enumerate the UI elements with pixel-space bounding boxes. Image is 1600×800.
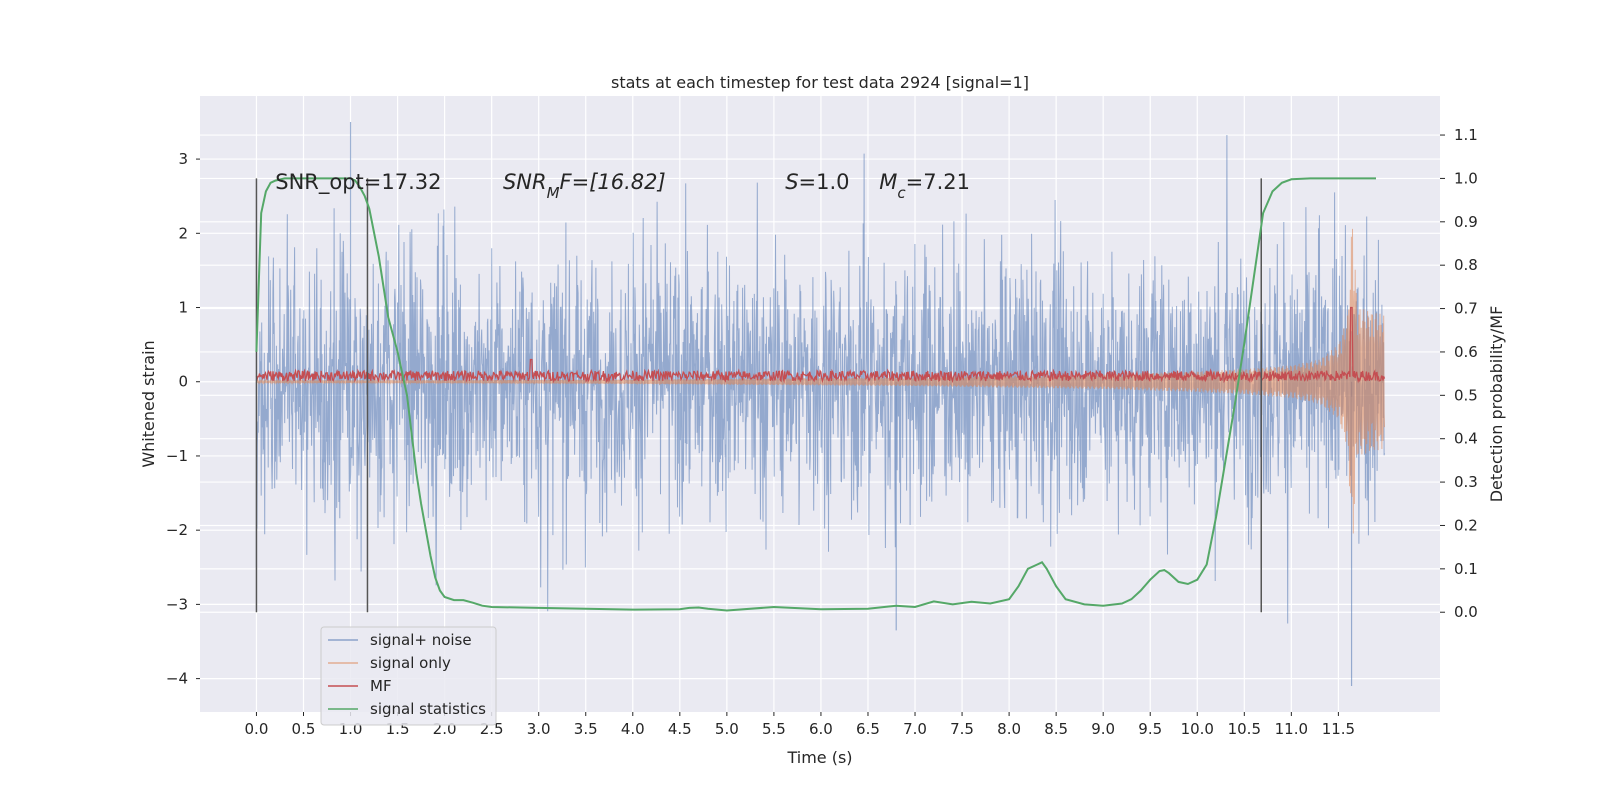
x-tick-label-9: 4.5 bbox=[668, 720, 692, 738]
chart-title: stats at each timestep for test data 292… bbox=[611, 73, 1029, 92]
annotation-snr-opt: SNR_opt=17.32 bbox=[275, 170, 441, 195]
y-tick-label-1: −3 bbox=[166, 595, 188, 613]
x-tick-label-11: 5.5 bbox=[762, 720, 786, 738]
annotation-mc: Mc=7.21 bbox=[879, 170, 970, 202]
y-tick-label-3: −1 bbox=[166, 447, 188, 465]
mf-series bbox=[255, 306, 1386, 384]
x-tick-label-8: 4.0 bbox=[621, 720, 645, 738]
annotations: SNR_opt=17.32 SNRMF=[16.82] S=1.0 Mc=7.2… bbox=[275, 170, 970, 202]
x-tick-label-13: 6.5 bbox=[856, 720, 880, 738]
x-tick-label-19: 9.5 bbox=[1138, 720, 1162, 738]
annotation-snr-mf: SNRMF=[16.82] bbox=[503, 170, 666, 202]
x-tick-label-23: 11.5 bbox=[1322, 720, 1355, 738]
y2-tick-label-11: 1.1 bbox=[1454, 126, 1478, 144]
x-tick-label-16: 8.0 bbox=[997, 720, 1021, 738]
x-tick-label-0: 0.0 bbox=[245, 720, 269, 738]
legend-box bbox=[320, 626, 497, 726]
y2-axis-label: Detection probability/MF bbox=[1487, 306, 1506, 503]
x-tick-label-17: 8.5 bbox=[1044, 720, 1068, 738]
y2-tick-label-6: 0.6 bbox=[1454, 343, 1478, 361]
x-tick-label-14: 7.0 bbox=[903, 720, 927, 738]
annotation-s: S=1.0 bbox=[785, 170, 849, 194]
y2-tick-label-4: 0.4 bbox=[1454, 430, 1478, 448]
y2-tick-label-8: 0.8 bbox=[1454, 256, 1478, 274]
legend-label-signal-noise: signal+ noise bbox=[370, 631, 472, 649]
y2-tick-label-1: 0.1 bbox=[1454, 560, 1478, 578]
y2-axis-ticks: 0.0 0.1 0.2 0.3 0.4 0.5 0.6 0.7 0.8 0.9 1.0 1.1 bbox=[1440, 126, 1478, 621]
y2-tick-label-10: 1.0 bbox=[1454, 169, 1478, 187]
y-tick-label-0: −4 bbox=[166, 670, 188, 688]
x-tick-label-21: 10.5 bbox=[1228, 720, 1261, 738]
x-axis-ticks: 0.0 0.5 1.0 1.5 2.0 2.5 3.0 3.5 4.0 4.5 5.0 5.5 6.0 6… bbox=[245, 712, 1355, 738]
y-tick-label-2: −2 bbox=[166, 521, 188, 539]
y2-tick-label-0: 0.0 bbox=[1454, 603, 1478, 621]
legend: signal+ noise signal only MF signal stat… bbox=[320, 626, 497, 726]
signal-statistics-line bbox=[255, 177, 1376, 612]
y-axis-label: Whitened strain bbox=[139, 340, 158, 467]
y-axis-ticks: −4 −3 −2 −1 0 1 2 3 bbox=[166, 150, 200, 688]
x-tick-label-15: 7.5 bbox=[950, 720, 974, 738]
legend-label-mf: MF bbox=[370, 677, 392, 695]
x-tick-label-7: 3.5 bbox=[574, 720, 598, 738]
x-axis-label: Time (s) bbox=[786, 748, 852, 767]
y2-tick-label-9: 0.9 bbox=[1454, 213, 1478, 231]
y-tick-label-5: 1 bbox=[178, 299, 188, 317]
x-tick-label-1: 0.5 bbox=[292, 720, 316, 738]
y-tick-label-4: 0 bbox=[178, 373, 188, 391]
signal-statistics-series bbox=[255, 177, 1376, 612]
y2-tick-label-5: 0.5 bbox=[1454, 386, 1478, 404]
x-tick-label-6: 3.0 bbox=[527, 720, 551, 738]
vertical-markers bbox=[255, 178, 1262, 613]
mf-line bbox=[255, 306, 1386, 384]
y-tick-label-7: 3 bbox=[178, 150, 188, 168]
y2-tick-label-2: 0.2 bbox=[1454, 516, 1478, 534]
x-tick-label-20: 10.0 bbox=[1181, 720, 1214, 738]
legend-label-signal-only: signal only bbox=[370, 654, 451, 672]
legend-label-signal-statistics: signal statistics bbox=[370, 700, 486, 718]
x-tick-label-12: 6.0 bbox=[809, 720, 833, 738]
x-tick-label-18: 9.0 bbox=[1091, 720, 1115, 738]
x-tick-label-10: 5.0 bbox=[715, 720, 739, 738]
x-tick-label-22: 11.0 bbox=[1275, 720, 1308, 738]
y2-tick-label-3: 0.3 bbox=[1454, 473, 1478, 491]
y-tick-label-6: 2 bbox=[178, 224, 188, 242]
y2-tick-label-7: 0.7 bbox=[1454, 300, 1478, 318]
